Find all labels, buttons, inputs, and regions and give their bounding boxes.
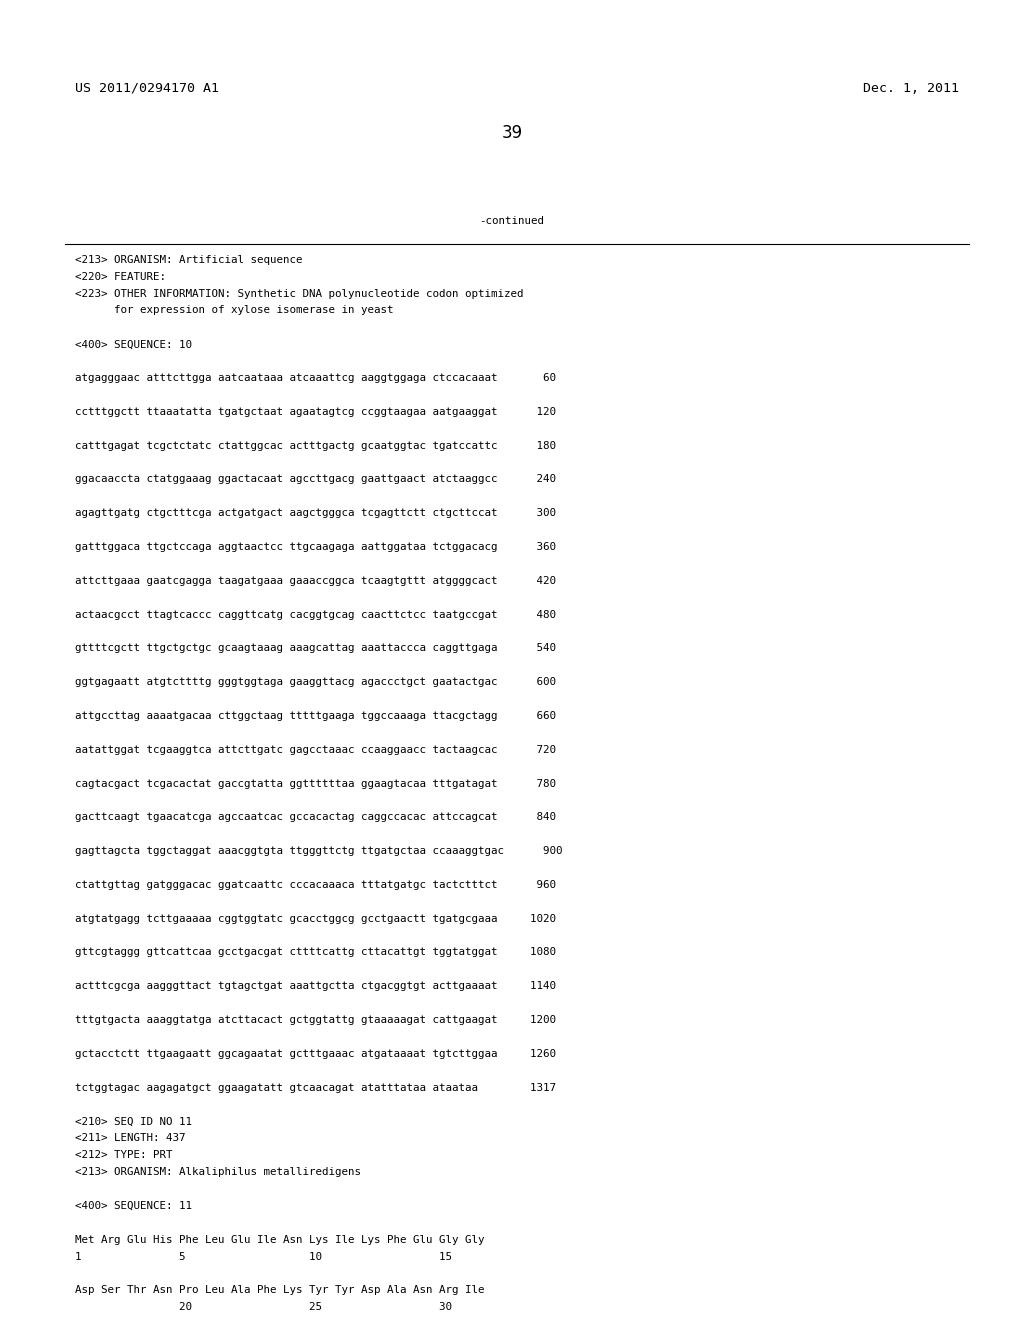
Text: <211> LENGTH: 437: <211> LENGTH: 437 bbox=[75, 1134, 185, 1143]
Text: <213> ORGANISM: Alkaliphilus metalliredigens: <213> ORGANISM: Alkaliphilus metalliredi… bbox=[75, 1167, 360, 1177]
Text: 1               5                   10                  15: 1 5 10 15 bbox=[75, 1251, 452, 1262]
Text: cagtacgact tcgacactat gaccgtatta ggttttttaa ggaagtacaa tttgatagat      780: cagtacgact tcgacactat gaccgtatta ggttttt… bbox=[75, 779, 556, 788]
Text: Asp Ser Thr Asn Pro Leu Ala Phe Lys Tyr Tyr Asp Ala Asn Arg Ile: Asp Ser Thr Asn Pro Leu Ala Phe Lys Tyr … bbox=[75, 1286, 484, 1295]
Text: <400> SEQUENCE: 11: <400> SEQUENCE: 11 bbox=[75, 1201, 191, 1210]
Text: atgtatgagg tcttgaaaaa cggtggtatc gcacctggcg gcctgaactt tgatgcgaaa     1020: atgtatgagg tcttgaaaaa cggtggtatc gcacctg… bbox=[75, 913, 556, 924]
Text: <400> SEQUENCE: 10: <400> SEQUENCE: 10 bbox=[75, 339, 191, 350]
Text: <212> TYPE: PRT: <212> TYPE: PRT bbox=[75, 1150, 172, 1160]
Text: <223> OTHER INFORMATION: Synthetic DNA polynucleotide codon optimized: <223> OTHER INFORMATION: Synthetic DNA p… bbox=[75, 289, 523, 298]
Text: <213> ORGANISM: Artificial sequence: <213> ORGANISM: Artificial sequence bbox=[75, 255, 302, 265]
Text: <210> SEQ ID NO 11: <210> SEQ ID NO 11 bbox=[75, 1117, 191, 1126]
Text: attgccttag aaaatgacaa cttggctaag tttttgaaga tggccaaaga ttacgctagg      660: attgccttag aaaatgacaa cttggctaag tttttga… bbox=[75, 711, 556, 721]
Text: 20                  25                  30: 20 25 30 bbox=[75, 1303, 452, 1312]
Text: catttgagat tcgctctatc ctattggcac actttgactg gcaatggtac tgatccattc      180: catttgagat tcgctctatc ctattggcac actttga… bbox=[75, 441, 556, 450]
Text: 39: 39 bbox=[502, 124, 522, 143]
Text: gacttcaagt tgaacatcga agccaatcac gccacactag caggccacac attccagcat      840: gacttcaagt tgaacatcga agccaatcac gccacac… bbox=[75, 812, 556, 822]
Text: ggtgagaatt atgtcttttg gggtggtaga gaaggttacg agaccctgct gaatactgac      600: ggtgagaatt atgtcttttg gggtggtaga gaaggtt… bbox=[75, 677, 556, 688]
Text: ctattgttag gatgggacac ggatcaattc cccacaaaca tttatgatgc tactctttct      960: ctattgttag gatgggacac ggatcaattc cccacaa… bbox=[75, 880, 556, 890]
Text: atgagggaac atttcttgga aatcaataaa atcaaattcg aaggtggaga ctccacaaat       60: atgagggaac atttcttgga aatcaataaa atcaaat… bbox=[75, 374, 556, 383]
Text: Dec. 1, 2011: Dec. 1, 2011 bbox=[863, 82, 959, 95]
Text: attcttgaaa gaatcgagga taagatgaaa gaaaccggca tcaagtgttt atggggcact      420: attcttgaaa gaatcgagga taagatgaaa gaaaccg… bbox=[75, 576, 556, 586]
Text: gctacctctt ttgaagaatt ggcagaatat gctttgaaac atgataaaat tgtcttggaa     1260: gctacctctt ttgaagaatt ggcagaatat gctttga… bbox=[75, 1049, 556, 1059]
Text: gagttagcta tggctaggat aaacggtgta ttgggttctg ttgatgctaa ccaaaggtgac      900: gagttagcta tggctaggat aaacggtgta ttgggtt… bbox=[75, 846, 562, 857]
Text: actttcgcga aagggttact tgtagctgat aaattgctta ctgacggtgt acttgaaaat     1140: actttcgcga aagggttact tgtagctgat aaattgc… bbox=[75, 981, 556, 991]
Text: cctttggctt ttaaatatta tgatgctaat agaatagtcg ccggtaagaa aatgaaggat      120: cctttggctt ttaaatatta tgatgctaat agaatag… bbox=[75, 407, 556, 417]
Text: ggacaaccta ctatggaaag ggactacaat agccttgacg gaattgaact atctaaggcc      240: ggacaaccta ctatggaaag ggactacaat agccttg… bbox=[75, 474, 556, 484]
Text: US 2011/0294170 A1: US 2011/0294170 A1 bbox=[75, 82, 219, 95]
Text: <220> FEATURE:: <220> FEATURE: bbox=[75, 272, 166, 281]
Text: tttgtgacta aaaggtatga atcttacact gctggtattg gtaaaaagat cattgaagat     1200: tttgtgacta aaaggtatga atcttacact gctggta… bbox=[75, 1015, 556, 1026]
Text: agagttgatg ctgctttcga actgatgact aagctgggca tcgagttctt ctgcttccat      300: agagttgatg ctgctttcga actgatgact aagctgg… bbox=[75, 508, 556, 519]
Text: actaacgcct ttagtcaccc caggttcatg cacggtgcag caacttctcc taatgccgat      480: actaacgcct ttagtcaccc caggttcatg cacggtg… bbox=[75, 610, 556, 619]
Text: aatattggat tcgaaggtca attcttgatc gagcctaaac ccaaggaacc tactaagcac      720: aatattggat tcgaaggtca attcttgatc gagccta… bbox=[75, 744, 556, 755]
Text: gttttcgctt ttgctgctgc gcaagtaaag aaagcattag aaattaccca caggttgaga      540: gttttcgctt ttgctgctgc gcaagtaaag aaagcat… bbox=[75, 643, 556, 653]
Text: gttcgtaggg gttcattcaa gcctgacgat cttttcattg cttacattgt tggtatggat     1080: gttcgtaggg gttcattcaa gcctgacgat cttttca… bbox=[75, 948, 556, 957]
Text: for expression of xylose isomerase in yeast: for expression of xylose isomerase in ye… bbox=[75, 305, 393, 315]
Text: -continued: -continued bbox=[479, 216, 545, 227]
Text: tctggtagac aagagatgct ggaagatatt gtcaacagat atatttataa ataataa        1317: tctggtagac aagagatgct ggaagatatt gtcaaca… bbox=[75, 1082, 556, 1093]
Text: Met Arg Glu His Phe Leu Glu Ile Asn Lys Ile Lys Phe Glu Gly Gly: Met Arg Glu His Phe Leu Glu Ile Asn Lys … bbox=[75, 1234, 484, 1245]
Text: gatttggaca ttgctccaga aggtaactcc ttgcaagaga aattggataa tctggacacg      360: gatttggaca ttgctccaga aggtaactcc ttgcaag… bbox=[75, 543, 556, 552]
